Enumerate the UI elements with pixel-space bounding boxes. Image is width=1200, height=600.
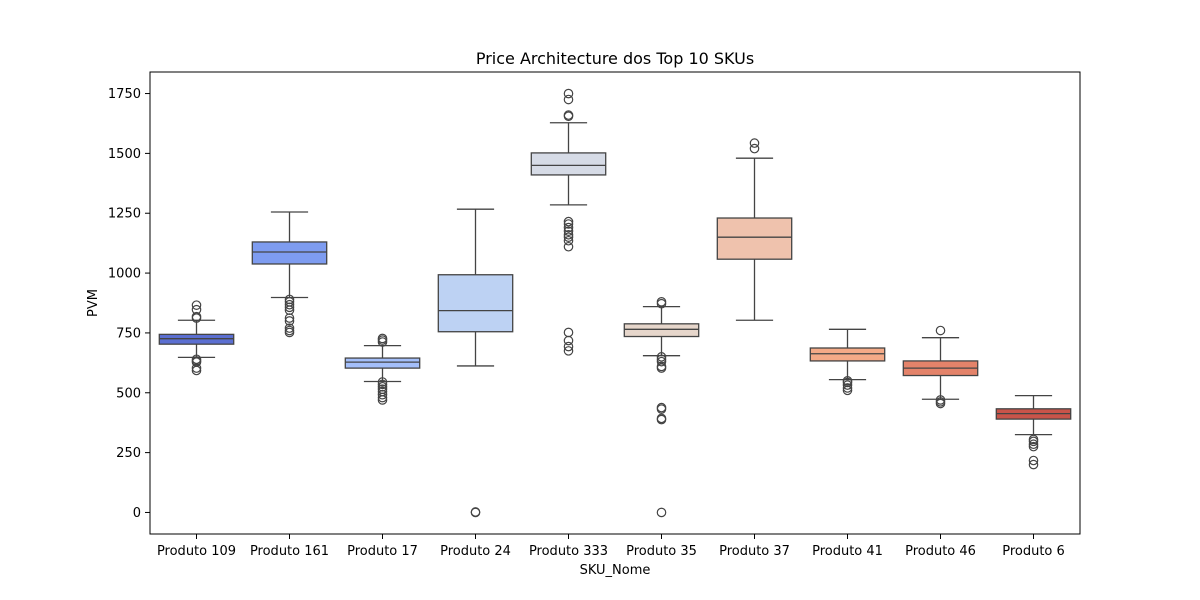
- iqr-box: [623, 323, 700, 338]
- outlier-point: [284, 294, 295, 305]
- outlier-point: [284, 299, 295, 310]
- iqr-box: [809, 347, 886, 362]
- outlier-point: [656, 354, 667, 365]
- iqr-box: [344, 357, 421, 369]
- x-tick-label: Produto 109: [157, 544, 236, 559]
- outlier-point: [656, 297, 667, 307]
- outlier-point: [284, 325, 295, 336]
- boxes-layer: [158, 88, 1072, 518]
- outlier-point: [1028, 439, 1039, 450]
- outlier-point: [377, 379, 388, 390]
- outlier-point: [191, 311, 202, 322]
- y-tick-label: 1000: [108, 267, 141, 282]
- outlier-point: [563, 219, 574, 229]
- outlier-point: [656, 361, 667, 372]
- y-tick-label: 1750: [108, 87, 141, 102]
- outlier-point: [563, 341, 574, 352]
- x-tick-label: Produto 161: [250, 544, 329, 559]
- outlier-point: [656, 402, 667, 413]
- y-tick-label: 750: [116, 326, 141, 341]
- outlier-point: [284, 323, 295, 333]
- outlier-point: [563, 327, 574, 338]
- outlier-point: [656, 413, 667, 424]
- outlier-point: [1028, 455, 1039, 466]
- outlier-point: [563, 229, 574, 240]
- x-tick-label: Produto 17: [347, 544, 418, 559]
- box-produto-6: [995, 394, 1072, 470]
- outlier-point: [1028, 459, 1039, 470]
- x-tick-label: Produto 35: [626, 544, 697, 559]
- outlier-point: [377, 381, 388, 392]
- outlier-point: [656, 356, 667, 367]
- outlier-point: [563, 110, 574, 120]
- outlier-point: [470, 507, 481, 517]
- box-produto-46: [902, 325, 979, 409]
- x-tick-label: Produto 37: [719, 544, 790, 559]
- box-produto-109: [158, 300, 235, 376]
- outlier-point: [935, 325, 946, 336]
- outlier-point: [563, 94, 574, 105]
- outlier-point: [563, 346, 574, 356]
- outlier-point: [749, 143, 760, 154]
- y-axis-label: PVM: [86, 289, 101, 317]
- outlier-point: [935, 395, 946, 405]
- outlier-point: [656, 507, 667, 518]
- outlier-point: [563, 222, 574, 233]
- box-produto-41: [809, 328, 886, 396]
- outlier-point: [842, 380, 853, 390]
- outlier-point: [377, 333, 388, 344]
- iqr-box: [716, 217, 793, 260]
- outlier-point: [563, 235, 574, 246]
- outlier-point: [842, 375, 853, 386]
- y-tick-label: 1250: [108, 207, 141, 222]
- outlier-point: [656, 352, 667, 362]
- y-axis: 0 250 500 750 1000 1250 1500 1750: [108, 87, 150, 521]
- outlier-point: [377, 377, 388, 387]
- box-produto-37: [716, 138, 793, 321]
- outlier-point: [563, 216, 574, 227]
- chart-title: Price Architecture dos Top 10 SKUs: [476, 49, 754, 68]
- outlier-point: [191, 300, 202, 310]
- x-axis-label: SKU_Nome: [580, 563, 651, 578]
- box-produto-333: [530, 88, 607, 356]
- plot-frame: [149, 71, 1081, 535]
- outlier-point: [191, 354, 202, 365]
- outlier-point: [563, 232, 574, 242]
- outlier-point: [377, 384, 388, 394]
- outlier-point: [1028, 441, 1039, 452]
- outlier-point: [563, 241, 574, 252]
- outlier-point: [749, 138, 760, 148]
- outlier-point: [191, 304, 202, 315]
- iqr-box: [251, 241, 328, 265]
- outlier-point: [563, 88, 574, 99]
- x-tick-label: Produto 24: [440, 544, 511, 559]
- iqr-box: [530, 152, 607, 176]
- outlier-point: [284, 316, 295, 326]
- x-tick-label: Produto 6: [1002, 544, 1065, 559]
- x-tick-label: Produto 333: [529, 544, 608, 559]
- iqr-box: [437, 274, 514, 333]
- y-tick-label: 250: [116, 446, 141, 461]
- x-tick-label: Produto 41: [812, 544, 883, 559]
- outlier-point: [377, 386, 388, 397]
- x-tick-label: Produto 46: [905, 544, 976, 559]
- y-tick-label: 0: [133, 506, 141, 521]
- box-produto-161: [251, 211, 328, 338]
- outlier-point: [563, 335, 574, 346]
- box-produto-35: [623, 297, 700, 518]
- y-tick-label: 1500: [108, 147, 141, 162]
- outlier-point: [1028, 434, 1039, 445]
- box-produto-17: [344, 333, 421, 405]
- x-axis: Produto 109 Produto 161 Produto 17 Produto …: [157, 534, 1065, 559]
- outlier-point: [563, 226, 574, 236]
- outlier-point: [284, 297, 295, 307]
- y-tick-label: 500: [116, 386, 141, 401]
- box-produto-24: [437, 208, 514, 518]
- outlier-point: [842, 383, 853, 393]
